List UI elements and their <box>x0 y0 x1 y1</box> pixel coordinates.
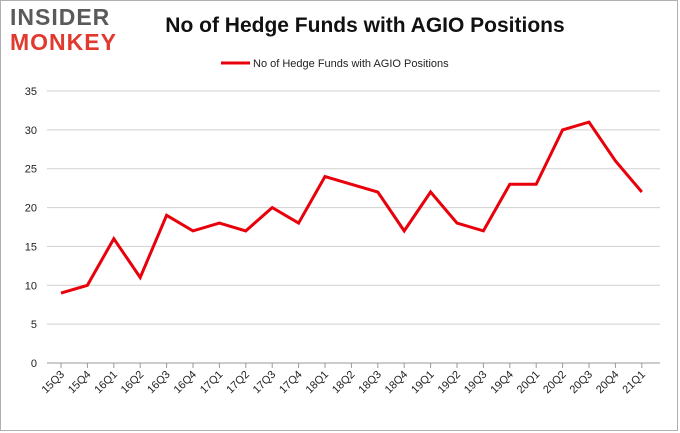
y-tick-label: 25 <box>25 164 37 176</box>
x-tick-label: 16Q4 <box>172 369 200 397</box>
x-tick-label: 17Q2 <box>224 369 252 397</box>
y-tick-label: 30 <box>25 125 37 137</box>
logo-line-2: MONKEY <box>10 29 117 55</box>
y-axis-tick-labels: 0 5 10 15 20 25 30 35 <box>25 86 37 370</box>
series-layer <box>60 120 643 295</box>
y-tick-label: 20 <box>25 203 37 215</box>
x-tick-label: 20Q1 <box>515 369 543 397</box>
y-tick-label: 10 <box>25 280 37 292</box>
y-tick-label: 35 <box>25 86 37 98</box>
gridlines <box>47 90 660 325</box>
x-tick-label: 16Q1 <box>92 369 120 397</box>
x-tick-label: 21Q1 <box>620 369 648 397</box>
logo-line-1: INSIDER <box>10 4 111 30</box>
series-line-agio-hedge-funds <box>60 120 643 295</box>
x-tick-label: 18Q1 <box>304 369 332 397</box>
x-tick-label: 19Q2 <box>436 369 464 397</box>
x-tick-label: 16Q3 <box>145 369 173 397</box>
y-tick-label: 0 <box>31 358 37 370</box>
x-tick-label: 19Q4 <box>488 369 516 397</box>
x-tick-label: 18Q4 <box>383 369 411 397</box>
x-tick-label: 19Q3 <box>462 369 490 397</box>
x-tick-label: 15Q3 <box>40 369 68 397</box>
x-tick-label: 15Q4 <box>66 369 94 397</box>
x-tick-label: 20Q4 <box>594 369 622 397</box>
insider-monkey-logo: INSIDER MONKEY <box>10 6 128 56</box>
x-tick-label: 20Q3 <box>568 369 596 397</box>
x-tick-label: 17Q3 <box>251 369 279 397</box>
x-tick-label: 19Q1 <box>409 369 437 397</box>
x-tick-label: 16Q2 <box>119 369 147 397</box>
x-tick-label: 17Q4 <box>277 369 305 397</box>
x-tick-label: 18Q2 <box>330 369 358 397</box>
legend-label: No of Hedge Funds with AGIO Positions <box>253 58 449 70</box>
legend: No of Hedge Funds with AGIO Positions <box>221 58 449 70</box>
x-axis-tick-labels: 15Q315Q416Q116Q216Q316Q417Q117Q217Q317Q4… <box>40 369 648 397</box>
x-axis <box>47 362 660 368</box>
y-tick-label: 5 <box>31 319 37 331</box>
chart-title: No of Hedge Funds with AGIO Positions <box>165 14 565 37</box>
y-tick-label: 15 <box>25 241 37 253</box>
x-tick-label: 17Q1 <box>198 369 226 397</box>
x-tick-label: 20Q2 <box>541 369 569 397</box>
x-tick-label: 18Q3 <box>356 369 384 397</box>
